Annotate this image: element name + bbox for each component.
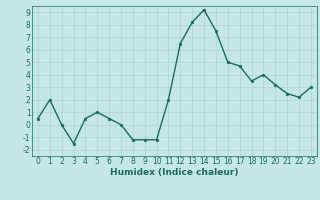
X-axis label: Humidex (Indice chaleur): Humidex (Indice chaleur) [110, 168, 239, 177]
